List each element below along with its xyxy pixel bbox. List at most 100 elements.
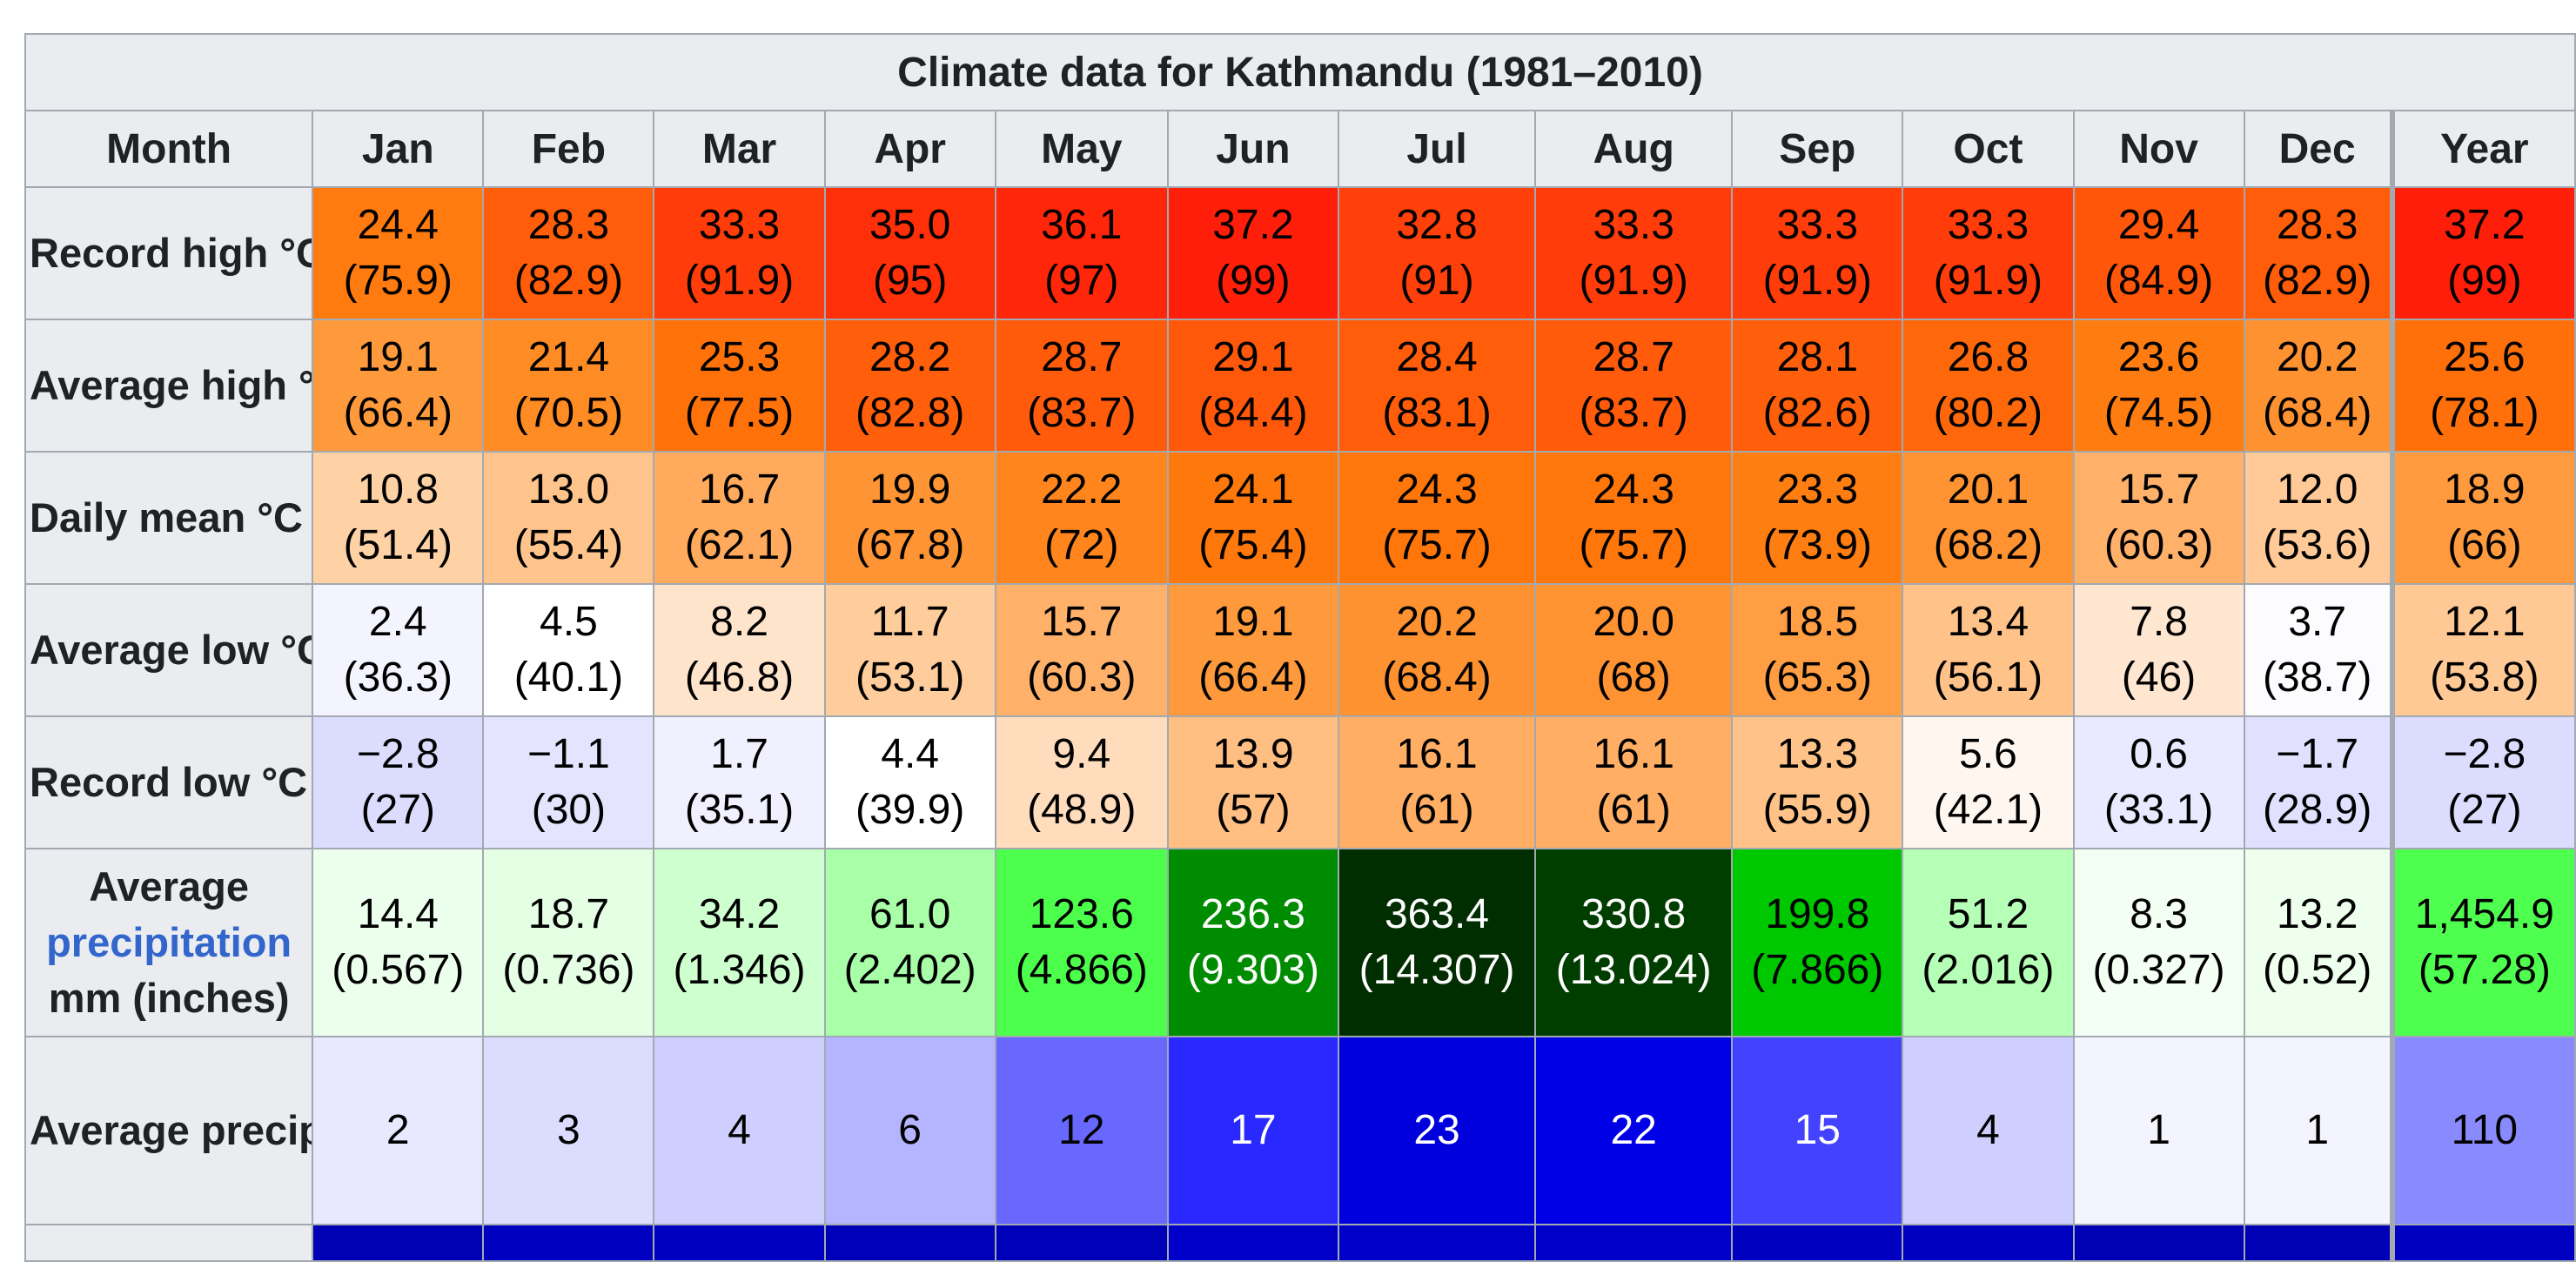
precipitation-link[interactable]: precipitation	[46, 919, 292, 965]
cell-value: 5.6	[1959, 731, 2017, 777]
cell-value-imperial: (83.7)	[1027, 390, 1137, 436]
cell-value-imperial: (68.2)	[1933, 522, 2043, 568]
table-cell: 22.2 (72)	[994, 451, 1169, 585]
cell-value-imperial: (78.1)	[2430, 390, 2539, 436]
table-cell: 13.0 (55.4)	[482, 451, 655, 585]
table-cell: 51.2 (2.016)	[1902, 848, 2075, 1037]
cell-value: 34.2	[698, 891, 781, 937]
month-header: Month	[23, 110, 314, 188]
column-header-oct: Oct	[1902, 110, 2075, 188]
cell-value-imperial: (84.9)	[2103, 258, 2214, 304]
cell-value: 13.9	[1212, 731, 1294, 777]
table-cell: 236.3 (9.303)	[1166, 848, 1339, 1037]
cell-value-imperial: (95)	[872, 258, 948, 304]
cell-value-imperial: (36.3)	[343, 654, 453, 701]
cell-value-imperial: (91.9)	[684, 258, 795, 304]
table-cell: 363.4 (14.307)	[1337, 848, 1537, 1037]
column-header-dec: Dec	[2243, 110, 2393, 188]
cell-value: 21.4	[527, 334, 610, 380]
table-cell	[482, 1224, 655, 1262]
cell-value: 22	[1610, 1107, 1657, 1153]
cell-value-imperial: (62.1)	[684, 522, 795, 568]
cell-value-imperial: (65.3)	[1762, 654, 1872, 701]
cell-value-imperial: (0.567)	[332, 947, 465, 993]
cell-value: 1.7	[710, 731, 768, 777]
table-cell: 199.8 (7.866)	[1731, 848, 1904, 1037]
table-cell: 36.1 (97)	[994, 186, 1169, 320]
table-cell: 13.3 (55.9)	[1731, 715, 1904, 849]
cell-value-imperial: (40.1)	[513, 654, 624, 701]
cell-value-imperial: (42.1)	[1933, 787, 2043, 833]
table-cell: 4	[653, 1036, 826, 1225]
cell-value: 363.4	[1384, 891, 1490, 937]
cell-value-imperial: (60.3)	[1027, 654, 1137, 701]
cell-value: 12.1	[2444, 599, 2526, 645]
cell-value: 1	[2305, 1107, 2330, 1153]
cell-value: 51.2	[1947, 891, 2029, 937]
cell-value-imperial: (2.016)	[1922, 947, 2055, 993]
table-row-partial	[23, 1224, 2576, 1262]
table-cell: 28.7 (83.7)	[1534, 319, 1734, 453]
table-cell: 330.8 (13.024)	[1534, 848, 1734, 1037]
cell-value-imperial: (46)	[2121, 654, 2197, 701]
table-cell: 4.5 (40.1)	[482, 583, 655, 717]
cell-value: 20.2	[2276, 334, 2358, 380]
cell-value: 28.3	[2276, 202, 2358, 248]
row-header: Record high °C (°F)	[23, 186, 314, 320]
cell-value-imperial: (68.4)	[2262, 390, 2372, 436]
table-cell: 25.3 (77.5)	[653, 319, 826, 453]
cell-value-imperial: (72)	[1044, 522, 1119, 568]
table-cell: 18.5 (65.3)	[1731, 583, 1904, 717]
cell-value-imperial: (30)	[531, 787, 607, 833]
table-cell: 110	[2389, 1036, 2576, 1225]
row-header-line: Average	[89, 863, 249, 910]
table-cell: 14.4 (0.567)	[312, 848, 485, 1037]
cell-value-imperial: (91)	[1399, 258, 1474, 304]
table-cell: 4.4 (39.9)	[823, 715, 996, 849]
column-header-feb: Feb	[482, 110, 655, 188]
cell-value: 1,454.9	[2414, 891, 2554, 937]
table-cell: 12	[994, 1036, 1169, 1225]
cell-value: 24.1	[1212, 467, 1294, 513]
table-cell: 33.3 (91.9)	[653, 186, 826, 320]
cell-value: 236.3	[1200, 891, 1305, 937]
cell-value: 3.7	[2288, 599, 2347, 645]
cell-value-imperial: (66.4)	[1198, 654, 1308, 701]
cell-value: 16.1	[1396, 731, 1478, 777]
cell-value-imperial: (27)	[360, 787, 435, 833]
cell-value-imperial: (0.52)	[2262, 947, 2372, 993]
cell-value: 3	[557, 1107, 580, 1153]
header-row: Month Jan Feb Mar Apr May Jun Jul Aug Sep Oct Nov D…	[23, 110, 2576, 188]
cell-value-imperial: (82.9)	[513, 258, 624, 304]
cell-value-imperial: (66)	[2447, 522, 2522, 568]
table-cell: 28.1 (82.6)	[1731, 319, 1904, 453]
cell-value-imperial: (82.9)	[2262, 258, 2372, 304]
table-cell: 20.2 (68.4)	[2243, 319, 2393, 453]
cell-value-imperial: (57.28)	[2418, 947, 2551, 993]
cell-value-imperial: (91.9)	[1762, 258, 1872, 304]
cell-value-imperial: (56.1)	[1933, 654, 2043, 701]
column-header-may: May	[994, 110, 1169, 188]
cell-value: 25.6	[2444, 334, 2526, 380]
table-cell: 20.1 (68.2)	[1902, 451, 2075, 585]
cell-value-imperial: (53.8)	[2430, 654, 2539, 701]
cell-value: 26.8	[1947, 334, 2029, 380]
cell-value: 11.7	[870, 599, 949, 645]
row-header: Daily mean °C (°F)	[23, 451, 314, 585]
cell-value: 20.2	[1396, 599, 1478, 645]
cell-value-imperial: (13.024)	[1555, 947, 1712, 993]
table-cell: 23.3 (73.9)	[1731, 451, 1904, 585]
cell-value: 28.4	[1396, 334, 1478, 380]
table-cell: 24.3 (75.7)	[1337, 451, 1537, 585]
cell-value-imperial: (91.9)	[1933, 258, 2043, 304]
cell-value: 16.1	[1593, 731, 1674, 777]
table-cell: 1	[2072, 1036, 2245, 1225]
table-cell: 13.4 (56.1)	[1902, 583, 2075, 717]
column-header-mar: Mar	[653, 110, 826, 188]
column-header-jul: Jul	[1337, 110, 1537, 188]
table-cell: 34.2 (1.346)	[653, 848, 826, 1037]
row-header: Record low °C (°F)	[23, 715, 314, 849]
cell-value-imperial: (75.7)	[1382, 522, 1492, 568]
table-cell	[823, 1224, 996, 1262]
table-row: Average precipitation days23461217232215…	[23, 1036, 2576, 1225]
